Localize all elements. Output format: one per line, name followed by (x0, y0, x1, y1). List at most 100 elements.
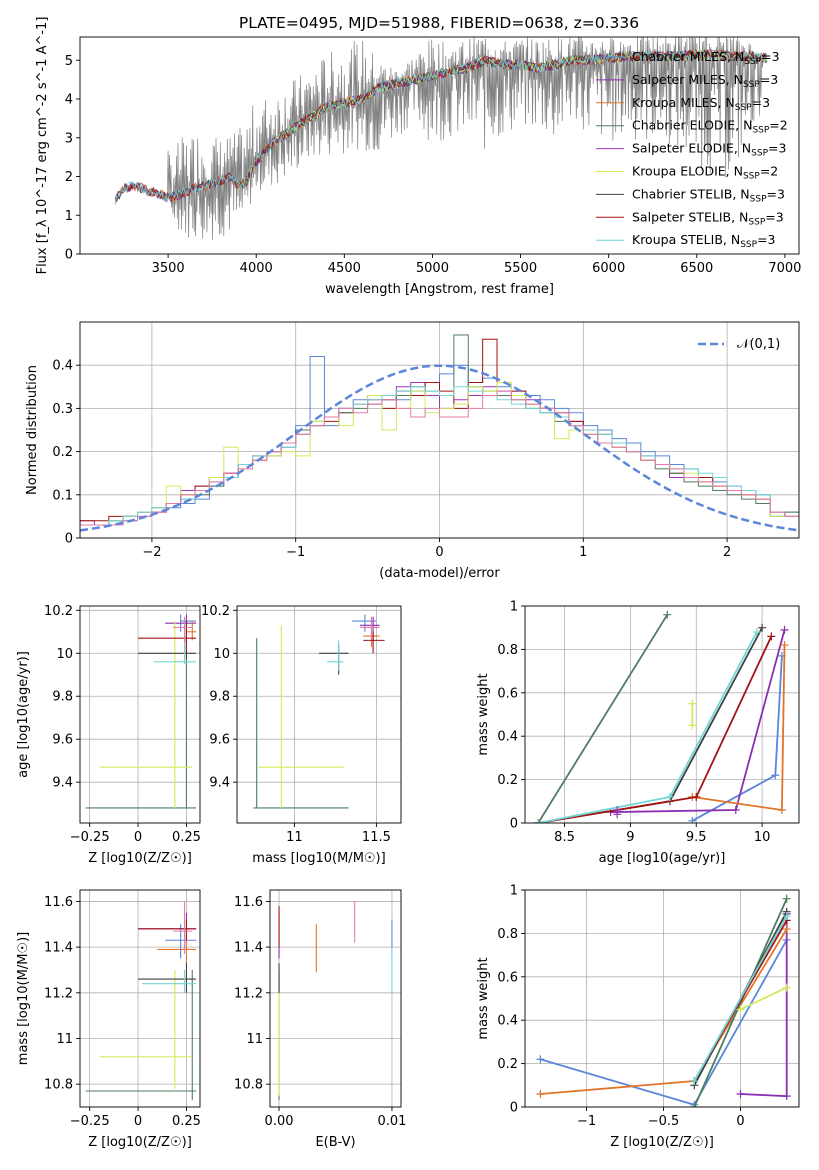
axes-overlay: −0.25 0 0.25 9.4 9.6 9.8 10 10.2 Z [log10(Z/Z☉)]… (16, 604, 201, 866)
legend-sub: SSP (748, 217, 765, 227)
y-tick-label: 0.4 (497, 730, 518, 745)
y-tick-label: 10 (213, 647, 230, 662)
weight-series-line (691, 655, 783, 822)
axes-overlay: −2 −1 0 1 2 0 0.1 0.2 0.3 0.4 (data-model)/error No… (25, 321, 800, 581)
axes-frame (524, 889, 800, 1108)
x-tick-label: 0.00 (265, 1114, 294, 1129)
weight-series-line (537, 614, 669, 823)
legend-text: Kroupa MILES, N (632, 95, 735, 110)
weight-series-line (538, 631, 758, 823)
weight-series-line (538, 627, 763, 823)
y-tick-label: 0.8 (497, 927, 518, 942)
x-tick-label: 5000 (416, 261, 449, 276)
x-tick-label: 10 (754, 830, 771, 845)
y-tick-label: 0 (65, 248, 73, 263)
weight-point-marker (777, 805, 786, 814)
legend-text: Salpeter ELODIE, N (632, 141, 751, 156)
x-tick-label: 3500 (152, 261, 185, 276)
y-tick-label: 0.6 (497, 686, 518, 701)
y-tick-label: 0.4 (497, 1014, 518, 1029)
y-tick-label: 11.6 (234, 895, 263, 910)
weight-point-marker (690, 1103, 699, 1107)
legend-tail: =3 (761, 49, 779, 64)
legend-entry: Salpeter STELIB, NSSP=3 (632, 209, 784, 227)
panel-spectrum: 3500 4000 4500 5000 5500 6000 6500 7000 0 1 2 3 4 5 wa… (35, 17, 801, 297)
legend-sub: SSP (752, 126, 769, 136)
plot-area (80, 334, 799, 538)
y-tick-label: 4 (65, 93, 73, 108)
plot-area (85, 614, 197, 809)
y-tick-label: 10.2 (201, 604, 230, 619)
legend-sub: SSP (751, 149, 768, 159)
legend-entry: Chabrier MILES, NSSP=3 (632, 49, 780, 67)
y-axis-label: Flux [f_λ 10^-17 erg cm^-2 s^-1 A^-1] (35, 17, 50, 275)
weight-point-marker (782, 983, 791, 992)
y-tick-label: 9.6 (209, 733, 230, 748)
weight-point-marker (771, 771, 780, 780)
weight-point-marker (688, 721, 697, 730)
legend-entry: Kroupa STELIB, NSSP=3 (632, 232, 776, 250)
legend-sub: SSP (744, 57, 761, 67)
y-tick-label: 10 (56, 647, 73, 662)
x-tick-label: −0.25 (70, 1114, 110, 1129)
x-tick-label: 5500 (504, 261, 537, 276)
weight-point-marker (780, 641, 789, 650)
panel-mass_vs_Z: −0.25 0 0.25 10.8 11 11.2 11.4 11.6 Z [log10(Z/Z… (16, 889, 201, 1150)
panel-weight_vs_Z: −1 −0.5 0 0 0.2 0.4 0.6 0.8 1 Z [log10(Z/Z☉)] mass… (476, 884, 800, 1150)
x-tick-label: 0.25 (172, 1114, 201, 1129)
x-tick-label: 6500 (680, 261, 713, 276)
y-tick-label: 11.2 (44, 986, 73, 1001)
plot-area (253, 614, 385, 809)
weight-point-marker (780, 625, 789, 634)
axes-frame (524, 605, 800, 824)
weight-point-marker (758, 623, 767, 632)
y-tick-label: 9.8 (52, 690, 73, 705)
legend-tail: =3 (765, 209, 783, 224)
x-tick-label: −0.5 (648, 1114, 680, 1129)
y-tick-label: 9.8 (209, 690, 230, 705)
legend-text: Kroupa ELODIE, N (632, 164, 743, 179)
y-tick-label: 0 (510, 817, 518, 832)
y-tick-label: 11.4 (44, 941, 73, 956)
panel-age_vs_Z: −0.25 0 0.25 9.4 9.6 9.8 10 10.2 Z [log10(Z/Z☉)]… (16, 604, 201, 866)
y-axis-label: Normed distribution (25, 365, 40, 495)
y-tick-label: 9.4 (209, 776, 230, 791)
plot-area (114, 37, 768, 240)
x-tick-label: −1 (286, 545, 305, 560)
weight-point-marker (736, 1089, 745, 1098)
y-tick-label: 2 (65, 170, 73, 185)
legend-tail: =3 (760, 72, 778, 87)
gaussian-curve (80, 364, 799, 532)
legend-entry: Chabrier STELIB, NSSP=3 (632, 186, 785, 204)
x-tick-label: 4000 (240, 261, 273, 276)
observed-spectrum-line (114, 37, 765, 240)
plot-area (536, 894, 791, 1107)
weight-series-line (693, 915, 788, 1082)
x-tick-label: 0 (736, 1114, 744, 1129)
weight-point-marker (663, 610, 672, 619)
weight-point-marker (736, 1005, 745, 1014)
y-tick-label: 0.1 (52, 488, 73, 503)
legend-text: Chabrier ELODIE, N (632, 118, 752, 133)
axes-frame (236, 605, 402, 824)
legend-entry: 𝒩(0,1) (737, 337, 780, 352)
axes-overlay: 11 11.5 9.4 9.6 9.8 10 10.2 mass [log10(M/M☉)] (201, 604, 402, 866)
legend-sub: SSP (743, 80, 760, 90)
legend-entry: Kroupa MILES, NSSP=3 (632, 95, 770, 113)
model-line (114, 48, 768, 203)
weight-series-line (740, 986, 788, 1011)
x-tick-label: 11.5 (362, 830, 391, 845)
legend-text: Salpeter STELIB, N (632, 209, 748, 224)
x-tick-label: 4500 (328, 261, 361, 276)
weight-series-line (693, 898, 788, 1107)
y-axis-label: mass weight (476, 957, 491, 1039)
weight-point-marker (536, 1055, 545, 1064)
legend-tail: =3 (752, 95, 770, 110)
y-tick-label: 0.2 (52, 445, 73, 460)
weight-series-line (538, 636, 773, 823)
legend-text: Salpeter MILES, N (632, 72, 743, 87)
x-tick-label: 6000 (592, 261, 625, 276)
axes-overlay: 3500 4000 4500 5000 5500 6000 6500 7000 0 1 2 3 4 5 wa… (35, 17, 801, 297)
x-axis-label: mass [log10(M/M☉)] (252, 851, 385, 866)
